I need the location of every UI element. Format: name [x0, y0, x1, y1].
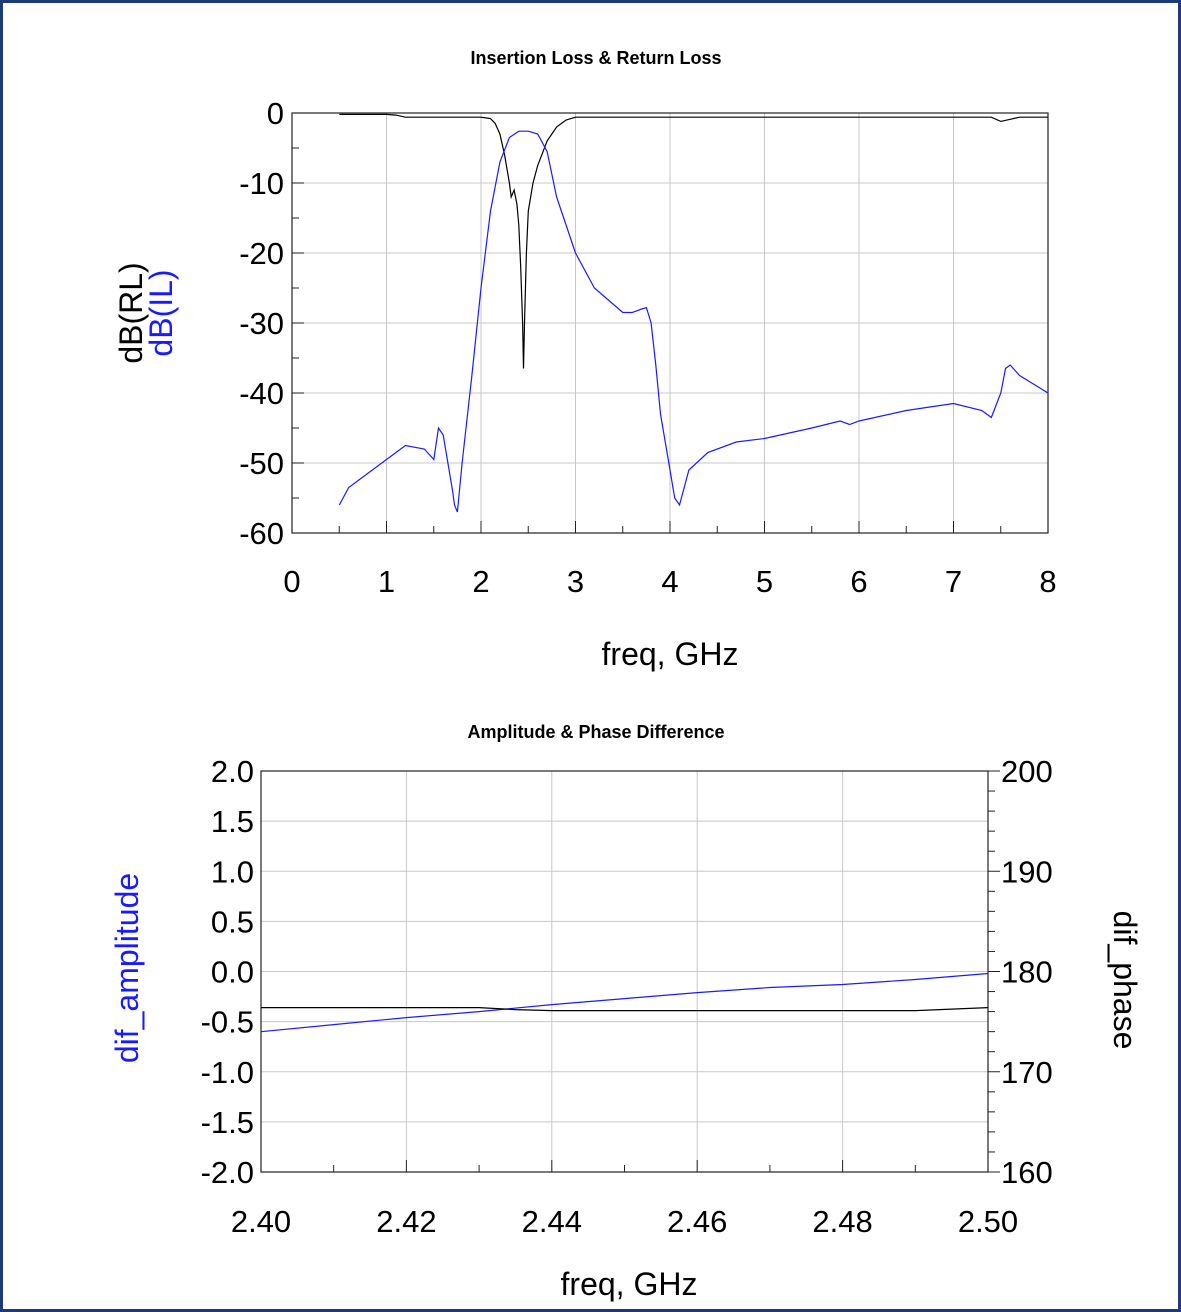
- chart1-ytick-label: -20: [239, 236, 284, 271]
- chart1-title: Insertion Loss & Return Loss: [470, 48, 721, 68]
- chart2-series-dif-amplitude-line: [260, 972, 989, 1033]
- chart2-right-tick-label: 190: [1001, 854, 1053, 889]
- chart1-xtick-label: 1: [378, 564, 395, 599]
- chart2-right-tick-label: 170: [1001, 1055, 1053, 1090]
- chart2-xtick-label: 2.50: [958, 1204, 1018, 1239]
- chart2-right-tick-label: 200: [1001, 754, 1053, 789]
- chart2-left-tick-label: -1.5: [201, 1105, 254, 1140]
- chart1-ytick-label: -60: [239, 516, 284, 551]
- chart2-right-tick-label: 180: [1001, 955, 1053, 990]
- chart2-xtick-label: 2.40: [231, 1204, 291, 1239]
- chart1-ytick-label: -50: [239, 446, 284, 481]
- chart1-xtick-label: 0: [283, 564, 300, 599]
- chart1-xtick-label: 7: [945, 564, 962, 599]
- chart1-xtick-label: 4: [661, 564, 678, 599]
- chart1-xtick-label: 8: [1039, 564, 1056, 599]
- chart1-plot-area: [291, 112, 1049, 534]
- chart1-xtick-label: 6: [850, 564, 867, 599]
- chart1-xtick-label: 2: [472, 564, 489, 599]
- chart2-xtick-label: 2.42: [376, 1204, 436, 1239]
- chart1-ytick-label: -30: [239, 306, 284, 341]
- chart2-group: Amplitude & Phase Difference 2.40 2.42 2.44…: [109, 722, 1143, 1302]
- chart2-ylabel-left: dif_amplitude: [109, 873, 145, 1063]
- chart2-left-tick-label: -1.0: [201, 1055, 254, 1090]
- chart2-left-tick-label: 1.5: [211, 804, 254, 839]
- chart2-xtick-label: 2.46: [667, 1204, 727, 1239]
- chart2-left-tick-label: 0.0: [211, 955, 254, 990]
- chart1-xlabel: freq, GHz: [602, 636, 739, 672]
- chart1-ytick-label: -40: [239, 376, 284, 411]
- chart1-xtick-label: 3: [567, 564, 584, 599]
- chart1-ylabel-rl: dB(RL): [113, 262, 149, 363]
- chart1-group: Insertion Loss & Return Loss 0 1 2 3 4 5 6 7 8 0 -1…: [113, 48, 1057, 672]
- chart2-title: Amplitude & Phase Difference: [467, 722, 724, 742]
- chart2-xlabel: freq, GHz: [561, 1266, 698, 1302]
- chart1-xtick-label: 5: [756, 564, 773, 599]
- chart2-xtick-label: 2.44: [522, 1204, 582, 1239]
- chart1-ylabel-il: dB(IL): [143, 269, 179, 356]
- chart2-left-tick-label: -0.5: [201, 1005, 254, 1040]
- chart2-left-tick-label: -2.0: [201, 1155, 254, 1190]
- chart2-left-tick-label: 0.5: [211, 904, 254, 939]
- chart1-series-rl-line: [339, 113, 1048, 369]
- chart2-series-dif-phase-line: [261, 1006, 989, 1012]
- chart1-ytick-label: 0: [267, 96, 284, 131]
- chart1-series-il-line: [338, 130, 1049, 513]
- chart2-right-tick-label: 160: [1001, 1155, 1053, 1190]
- chart1-ytick-label: -10: [239, 166, 284, 201]
- chart2-xtick-label: 2.48: [812, 1204, 872, 1239]
- chart2-left-tick-label: 2.0: [211, 754, 254, 789]
- chart2-ylabel-right: dif_phase: [1107, 911, 1143, 1050]
- chart2-left-tick-label: 1.0: [211, 854, 254, 889]
- chart2-plot-area: [260, 770, 989, 1173]
